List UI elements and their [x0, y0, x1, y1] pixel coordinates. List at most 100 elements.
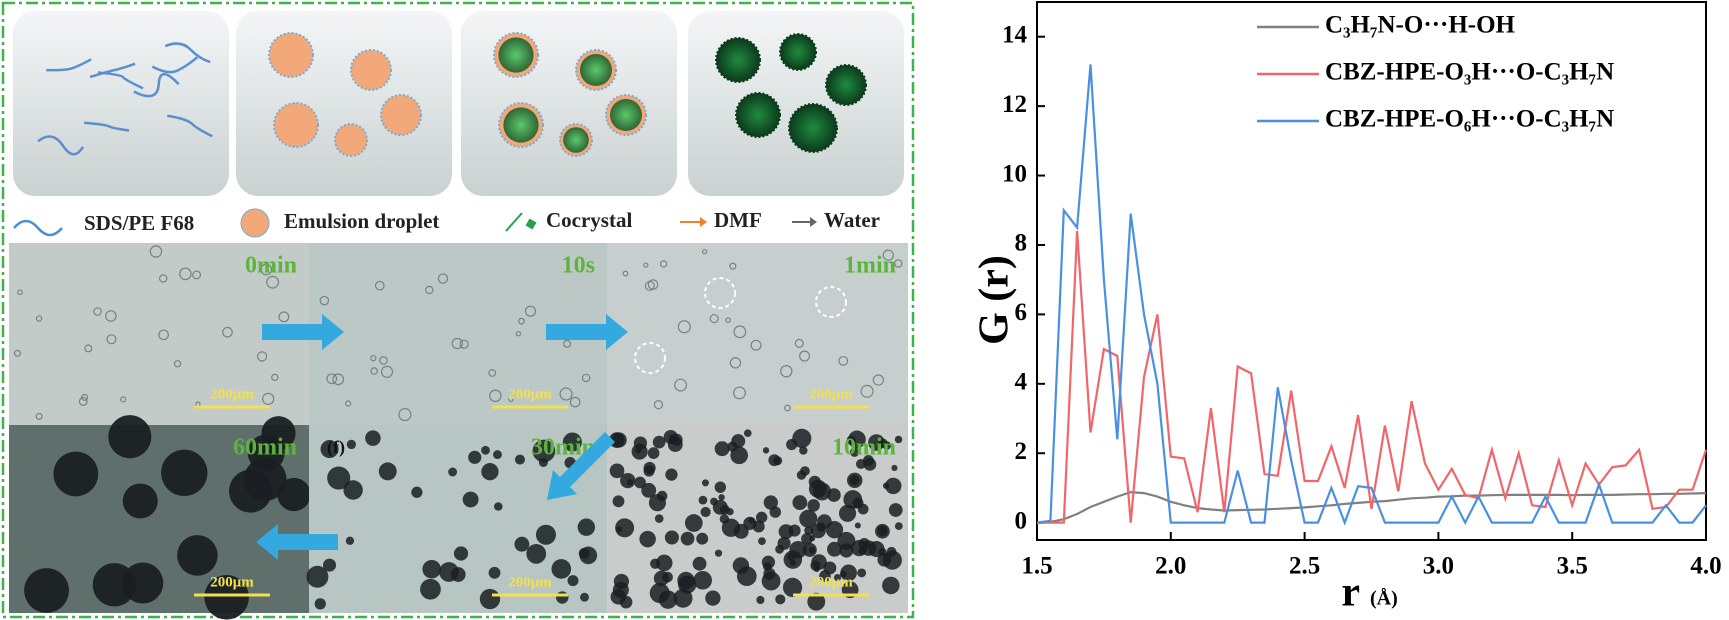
- particle: [811, 554, 827, 570]
- particle: [743, 516, 757, 530]
- legend-label: CBZ-HPE-O₆H···O-C₃H₇N: [1325, 106, 1614, 133]
- particle: [796, 470, 807, 480]
- particle: [481, 445, 490, 455]
- particle: [792, 495, 808, 510]
- particle: [654, 514, 664, 523]
- particle: [149, 245, 163, 258]
- particle: [714, 481, 727, 493]
- droplet: [350, 49, 392, 91]
- particle: [733, 386, 746, 400]
- particle: [122, 483, 158, 519]
- particle: [643, 262, 649, 268]
- surfactant: [46, 58, 92, 72]
- particle: [786, 439, 798, 451]
- particle: [673, 588, 693, 608]
- time-label: 1min: [844, 253, 896, 279]
- particle: [439, 562, 459, 582]
- particle: [639, 530, 656, 548]
- droplet: [825, 64, 867, 106]
- particle: [345, 536, 355, 545]
- legend-label: C₃H₇N-O···H-OH: [1325, 12, 1516, 39]
- particle: [437, 273, 449, 284]
- particle: [35, 315, 43, 322]
- particle: [833, 573, 842, 582]
- particle: [692, 556, 707, 571]
- time-label: 10s: [562, 253, 595, 279]
- schematic-legend: SDS/PE F68 Emulsion droplet Cocrystal DM…: [13, 208, 880, 238]
- particle: [875, 523, 890, 539]
- particle: [784, 404, 791, 412]
- particle: [158, 274, 168, 283]
- particle: [701, 249, 708, 255]
- scale-label: 200μm: [210, 574, 254, 590]
- particle: [674, 378, 688, 392]
- particle: [609, 463, 625, 479]
- particle: [888, 503, 903, 517]
- particle: [379, 356, 388, 365]
- particle: [634, 476, 646, 489]
- legend-label: Emulsion droplet: [284, 209, 439, 233]
- x-tick-label: 2.5: [1289, 553, 1320, 580]
- time-label: 0min: [245, 253, 297, 279]
- particle: [526, 543, 547, 564]
- x-tick-label: 3.0: [1423, 553, 1454, 580]
- particle: [380, 365, 394, 378]
- particle: [515, 330, 522, 337]
- particle: [277, 477, 311, 512]
- cocrystal-icon: [525, 218, 537, 230]
- schematic: [13, 11, 904, 196]
- time-label: 10min: [832, 435, 896, 461]
- particle: [580, 592, 589, 602]
- series-line: [1037, 231, 1708, 524]
- legend-label: Cocrystal: [546, 208, 632, 232]
- particle: [664, 530, 679, 545]
- particle: [802, 542, 817, 557]
- particle: [261, 416, 296, 451]
- droplet: [788, 103, 838, 153]
- dmf-icon: [700, 217, 707, 227]
- particle: [662, 571, 673, 583]
- particle: [718, 494, 725, 501]
- particle: [204, 574, 249, 620]
- particle: [732, 557, 750, 574]
- particle: [453, 546, 469, 561]
- particle: [885, 477, 902, 495]
- particle: [840, 570, 847, 578]
- particle: [35, 412, 43, 420]
- particle: [24, 568, 69, 613]
- particle: [370, 354, 377, 362]
- cocrystal-core: [610, 99, 642, 131]
- surfactant-icon: [13, 219, 63, 237]
- particle: [327, 466, 351, 490]
- particle: [761, 571, 781, 591]
- particle: [508, 396, 514, 402]
- particle: [855, 459, 866, 469]
- particle: [84, 344, 93, 353]
- particle: [825, 521, 844, 539]
- particle: [838, 504, 857, 522]
- particle: [653, 400, 664, 410]
- particle: [514, 536, 530, 552]
- particle: [615, 518, 635, 538]
- particle: [481, 463, 499, 481]
- particle: [894, 522, 903, 530]
- particle: [756, 595, 765, 605]
- particle: [179, 267, 192, 281]
- particle: [799, 509, 818, 528]
- particle: [788, 524, 801, 537]
- particle: [838, 355, 849, 366]
- particle: [562, 432, 582, 452]
- particle: [343, 480, 363, 500]
- particle: [462, 491, 479, 508]
- particle: [326, 373, 338, 385]
- particle: [611, 432, 627, 448]
- y-tick-label: 4: [1015, 369, 1028, 396]
- particle: [158, 329, 169, 341]
- particle: [665, 468, 678, 481]
- particle: [658, 590, 678, 609]
- particle: [120, 396, 127, 403]
- particle: [641, 482, 657, 498]
- cocrystal-core: [503, 107, 539, 143]
- panel-frame: [1, 1, 915, 619]
- particle: [807, 499, 820, 512]
